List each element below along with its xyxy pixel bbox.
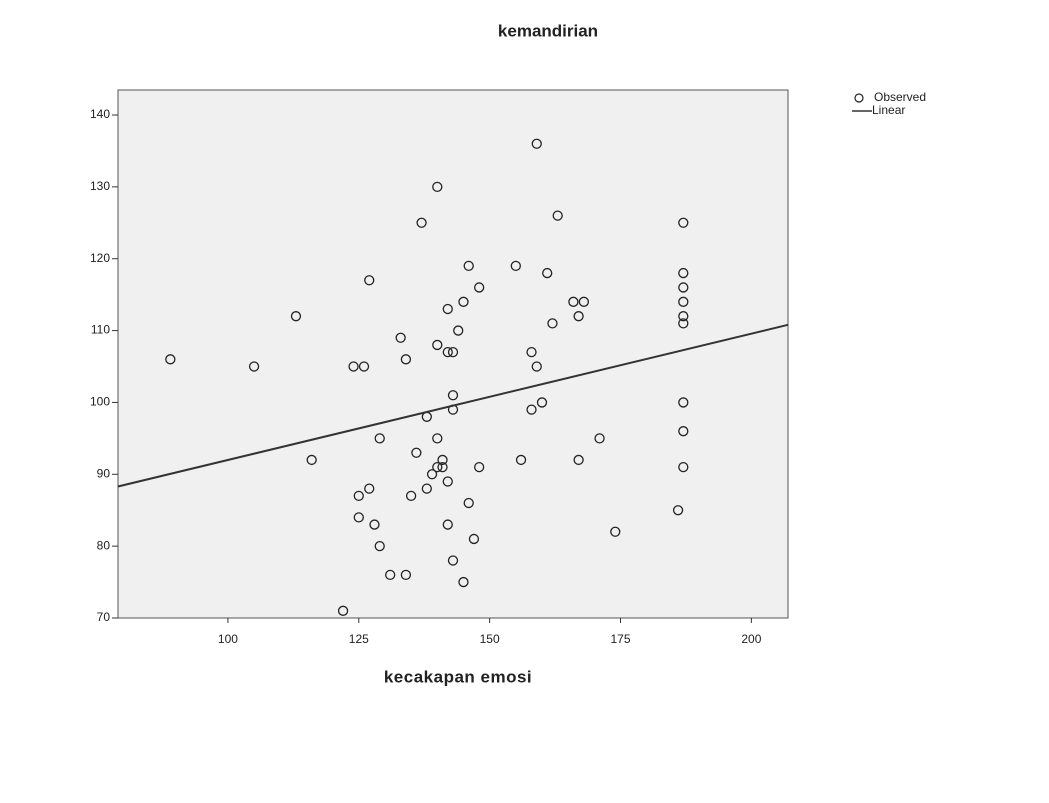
y-tick-label: 100 xyxy=(90,395,110,409)
page: {"chart_data": {"type": "scatter", "titl… xyxy=(0,0,1049,798)
y-tick-label: 90 xyxy=(97,466,111,480)
legend-label: Observed xyxy=(874,90,926,104)
x-tick-label: 100 xyxy=(218,632,238,646)
y-tick-label: 130 xyxy=(90,179,110,193)
chart-title: kemandirian xyxy=(498,21,598,40)
y-tick-label: 70 xyxy=(97,610,111,624)
y-tick-label: 110 xyxy=(91,323,110,337)
x-tick-label: 175 xyxy=(610,632,630,646)
y-tick-label: 120 xyxy=(90,251,110,265)
chart: kemandirian kecakapan emosi 70 80 90 100 110… xyxy=(0,0,1049,798)
x-axis-label: kecakapan emosi xyxy=(384,667,532,686)
y-tick-label: 140 xyxy=(90,107,110,121)
legend-label: Linear xyxy=(872,103,905,117)
y-tick-label: 80 xyxy=(97,538,111,552)
x-tick-label: 125 xyxy=(349,632,369,646)
x-tick-label: 200 xyxy=(741,632,761,646)
x-tick-label: 150 xyxy=(480,632,500,646)
plot-area xyxy=(118,90,788,618)
